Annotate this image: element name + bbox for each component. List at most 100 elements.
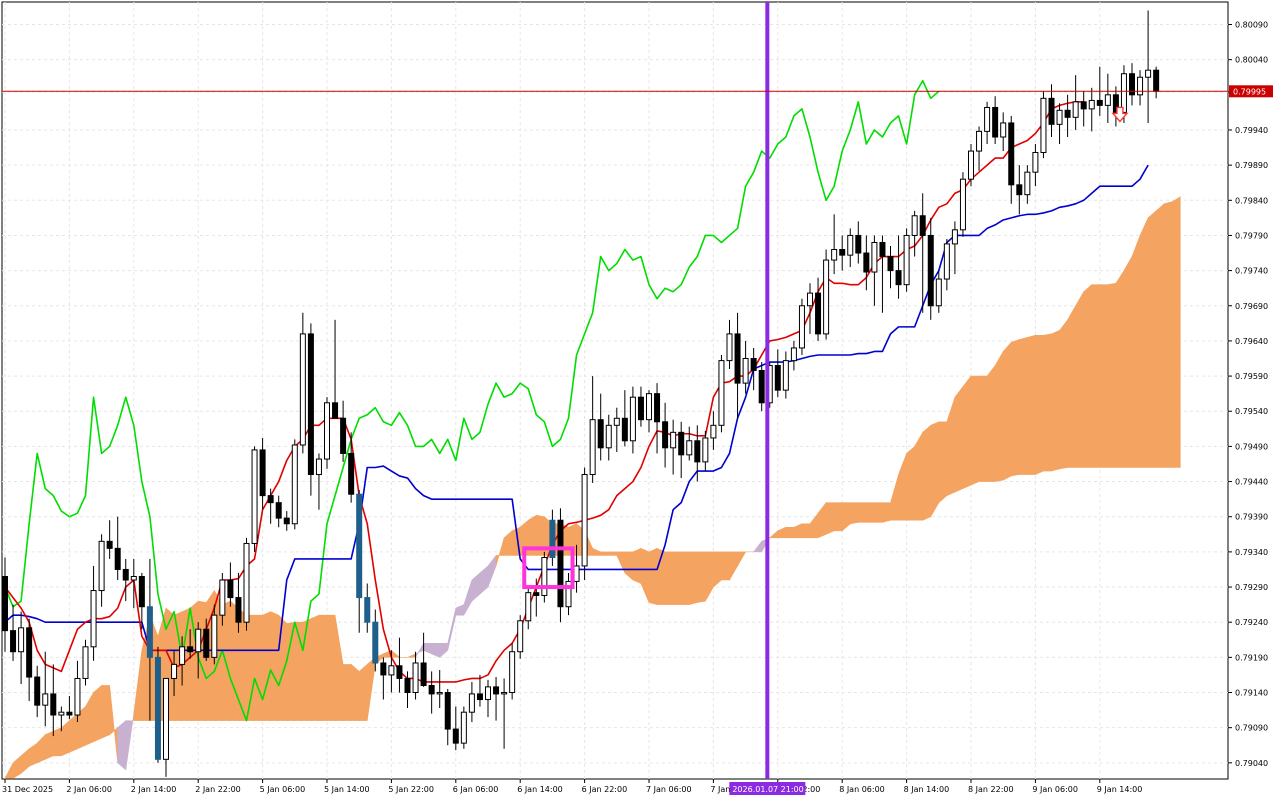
candle xyxy=(831,214,838,275)
candle xyxy=(887,245,894,289)
candle-body xyxy=(927,234,934,307)
cloud-segment xyxy=(1115,269,1125,468)
y-tick-label: 0.79240 xyxy=(1235,618,1268,627)
candle-body xyxy=(1008,122,1015,186)
cloud-segment xyxy=(632,547,642,584)
candle xyxy=(798,298,805,355)
candle-body xyxy=(58,711,65,716)
candle-body xyxy=(621,417,628,442)
candle xyxy=(106,520,113,559)
candle-body xyxy=(589,419,596,476)
candle xyxy=(203,618,210,661)
candle-body xyxy=(959,178,966,231)
candle xyxy=(589,376,596,483)
candle xyxy=(1000,112,1007,152)
candle-body xyxy=(130,575,137,581)
cloud-segment xyxy=(914,431,924,521)
candle xyxy=(1040,91,1047,159)
candle xyxy=(436,670,443,708)
candle xyxy=(1104,73,1111,123)
candle-body xyxy=(702,437,709,463)
cloud-segment xyxy=(246,614,255,721)
candle xyxy=(396,637,403,693)
candle-body xyxy=(549,519,556,559)
candle-body xyxy=(315,458,322,476)
candle xyxy=(324,397,330,469)
candle-body xyxy=(348,452,355,495)
candle xyxy=(1072,75,1079,130)
candle-body xyxy=(935,278,942,307)
candle xyxy=(710,411,717,450)
cloud-segment xyxy=(69,712,78,753)
cloud-segment xyxy=(857,502,867,523)
candle-body xyxy=(992,106,999,138)
candle xyxy=(702,430,709,472)
candle-body xyxy=(718,360,725,426)
x-tick-label: 5 Jan 22:00 xyxy=(388,785,434,794)
cloud-segment xyxy=(44,730,54,760)
cloud-segment xyxy=(1131,235,1141,468)
cloud-segment xyxy=(1147,210,1157,468)
candle-body xyxy=(299,333,306,446)
cloud-segment xyxy=(286,621,296,721)
candle-body xyxy=(251,449,258,544)
candle xyxy=(219,572,226,626)
candle-body xyxy=(452,728,459,744)
x-tick-label: 6 Jan 14:00 xyxy=(517,785,563,794)
y-tick-label: 0.79390 xyxy=(1235,513,1268,522)
candle xyxy=(501,678,508,749)
cloud-segment xyxy=(1139,217,1149,468)
candle-body xyxy=(364,597,371,623)
candle xyxy=(597,393,604,461)
candle-body xyxy=(412,662,419,694)
candle-body xyxy=(839,249,846,256)
candle xyxy=(98,534,105,607)
candle xyxy=(1008,115,1015,204)
signal-box xyxy=(522,546,575,590)
candle-body xyxy=(267,495,274,504)
candle-body xyxy=(396,665,403,679)
candle xyxy=(581,467,588,581)
overlays xyxy=(2,2,1228,779)
candle-body xyxy=(219,579,226,616)
candle-body xyxy=(203,628,210,658)
candle-body xyxy=(605,424,612,449)
candle-body xyxy=(388,665,395,676)
candle xyxy=(1145,10,1152,123)
candle xyxy=(855,221,862,264)
cloud-segment xyxy=(994,350,1004,482)
candle xyxy=(452,706,459,751)
cloud-segment xyxy=(849,502,859,525)
candle xyxy=(621,390,628,447)
candle-body xyxy=(380,662,387,676)
candle xyxy=(565,572,572,616)
candle-body xyxy=(871,241,878,273)
x-tick-label: 2 Jan 14:00 xyxy=(131,785,177,794)
candle-body xyxy=(654,393,661,423)
candle-body xyxy=(291,444,298,525)
y-tick-label: 0.79190 xyxy=(1235,653,1268,662)
candle xyxy=(823,249,830,340)
candle xyxy=(549,509,556,566)
candle-body xyxy=(90,590,97,648)
candle-body xyxy=(243,542,250,623)
candle-body xyxy=(66,711,73,716)
candle-body xyxy=(831,249,838,261)
candle xyxy=(227,562,234,607)
y-tick-label: 0.79540 xyxy=(1235,407,1268,416)
candle xyxy=(348,432,355,503)
y-tick-label: 0.79940 xyxy=(1235,126,1268,135)
candle xyxy=(815,277,822,341)
candle xyxy=(726,319,733,370)
candle-body xyxy=(34,676,41,706)
candle xyxy=(195,622,202,679)
cloud-segment xyxy=(688,551,698,606)
candle-body xyxy=(1000,122,1007,138)
candle-body xyxy=(468,693,475,713)
cloud-segment xyxy=(350,663,360,721)
y-tick-label: 0.79090 xyxy=(1235,724,1268,733)
y-tick-label: 0.79790 xyxy=(1235,231,1268,240)
candle xyxy=(863,235,870,291)
candle xyxy=(662,402,669,468)
